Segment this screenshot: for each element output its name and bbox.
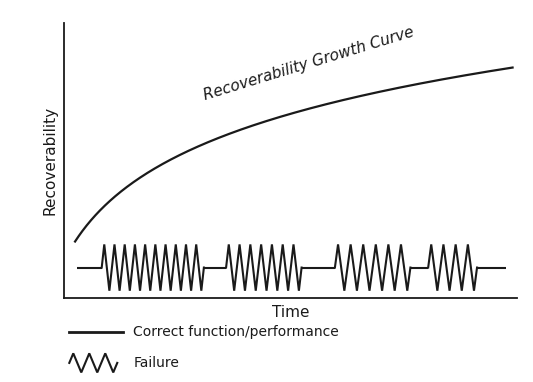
Text: Recoverability Growth Curve: Recoverability Growth Curve (201, 24, 415, 102)
Y-axis label: Recoverability: Recoverability (42, 106, 57, 215)
Text: Failure: Failure (133, 356, 179, 370)
Text: Correct function/performance: Correct function/performance (133, 325, 339, 339)
X-axis label: Time: Time (272, 305, 309, 320)
